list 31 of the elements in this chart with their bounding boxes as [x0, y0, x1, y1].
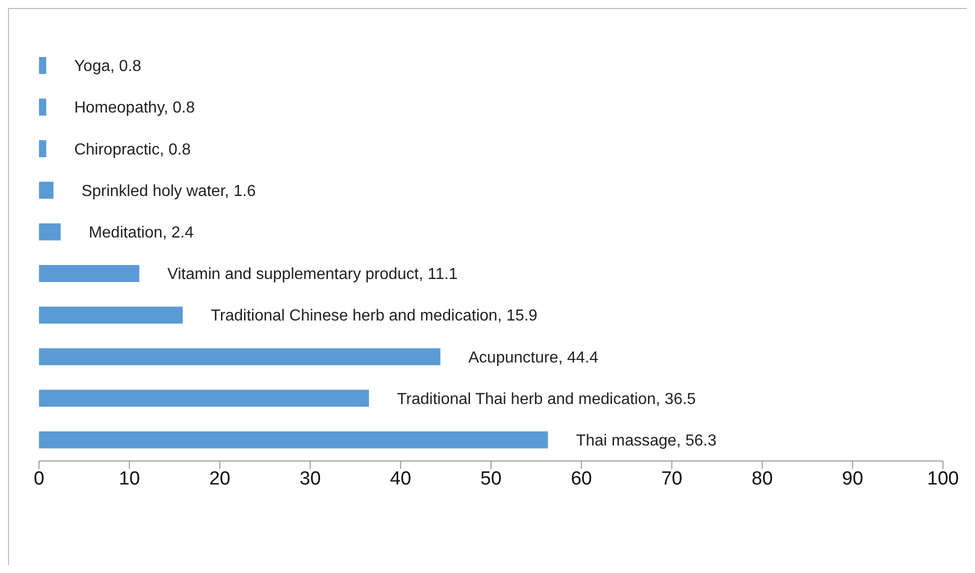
bar — [39, 98, 46, 116]
bar — [39, 348, 440, 366]
bar — [39, 182, 54, 199]
x-tick-label: 10 — [118, 468, 140, 490]
x-tick-label: 90 — [842, 468, 864, 490]
data-label: Yoga, 0.8 — [74, 58, 142, 76]
x-tick-label: 60 — [570, 468, 592, 490]
bar — [39, 140, 46, 158]
data-label: Traditional Thai herb and medication, 36.5 — [396, 390, 696, 408]
x-tick-label: 70 — [661, 468, 682, 490]
data-label: Meditation, 2.4 — [88, 224, 194, 242]
data-label: Sprinkled holy water, 1.6 — [81, 182, 256, 200]
x-tick-label: 0 — [34, 468, 44, 490]
bar — [39, 265, 140, 282]
x-tick-label: 20 — [209, 468, 230, 490]
bar — [39, 223, 61, 240]
data-label: Thai massage, 56.3 — [576, 432, 717, 450]
data-label: Acupuncture, 44.4 — [468, 349, 598, 366]
data-label: Vitamin and supplementary product, 11.1 — [167, 266, 458, 284]
data-label: Traditional Chinese herb and medication, 15.9 — [210, 308, 538, 325]
data-label: Chiropractic, 0.8 — [74, 141, 191, 158]
data-label: Homeopathy, 0.8 — [74, 100, 195, 117]
x-tick-label: 80 — [752, 468, 773, 490]
x-tick-label: 50 — [480, 468, 502, 490]
bar — [39, 57, 46, 74]
x-tick-label: 30 — [300, 468, 321, 490]
bar — [39, 431, 548, 448]
x-tick-label: 40 — [390, 468, 412, 490]
bar — [39, 390, 369, 407]
x-tick-label: 100 — [927, 468, 959, 490]
bar — [39, 306, 183, 324]
